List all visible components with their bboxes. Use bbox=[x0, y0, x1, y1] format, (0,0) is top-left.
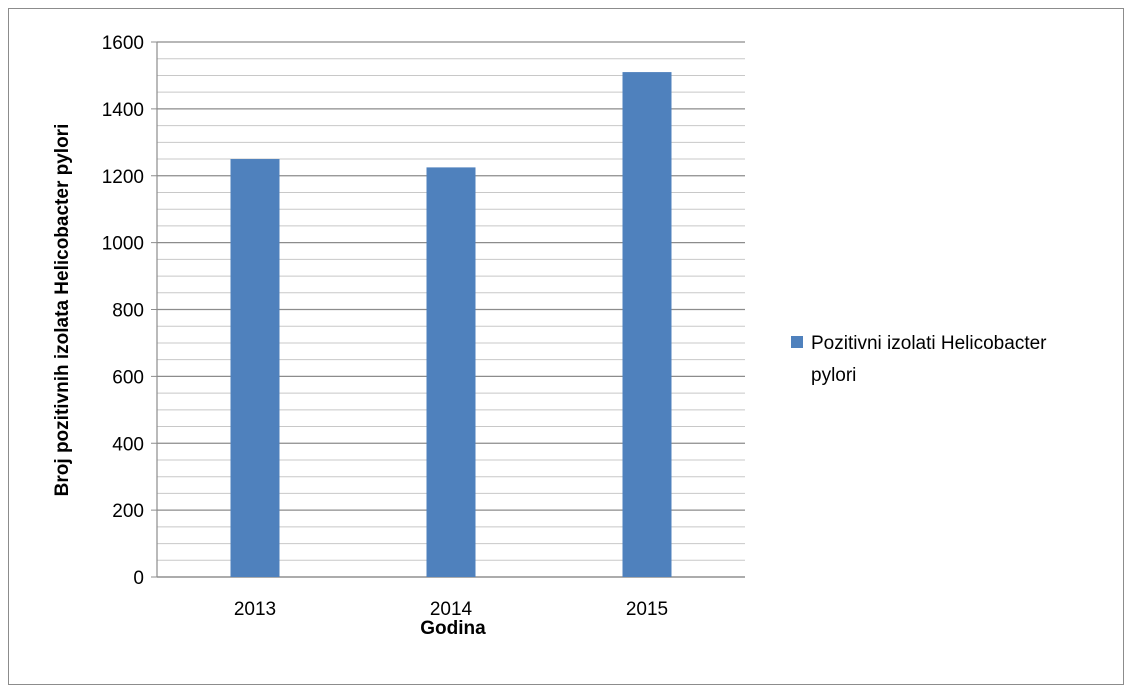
y-axis-title: Broj pozitivnih izolata Helicobacter pyl… bbox=[52, 124, 73, 497]
bar-2015 bbox=[622, 72, 672, 577]
bar-2014 bbox=[426, 167, 476, 577]
x-axis-title: Godina bbox=[420, 618, 486, 639]
x-tick-label: 2014 bbox=[430, 599, 473, 620]
legend-label-line-1: Pozitivni izolati Helicobacter bbox=[811, 333, 1047, 354]
legend: Pozitivni izolati Helicobacter pylori bbox=[791, 333, 1047, 386]
y-tick-label: 200 bbox=[112, 501, 144, 522]
x-tick-label: 2015 bbox=[626, 599, 668, 620]
y-tick-label: 1000 bbox=[102, 234, 144, 255]
x-tick-label: 2013 bbox=[234, 599, 276, 620]
legend-label-line-2: pylori bbox=[811, 365, 856, 386]
x-tick-labels: 2013 2014 2015 bbox=[234, 599, 668, 620]
y-tick-label: 600 bbox=[112, 367, 144, 388]
y-tick-label: 1400 bbox=[102, 100, 144, 121]
bar-2013 bbox=[230, 159, 280, 577]
y-tick-label: 0 bbox=[133, 568, 144, 589]
legend-swatch bbox=[791, 336, 803, 348]
y-tick-label: 1200 bbox=[102, 167, 144, 188]
bar-layer bbox=[230, 72, 672, 577]
y-tick-label: 400 bbox=[112, 434, 144, 455]
y-tick-label: 1600 bbox=[102, 33, 144, 54]
y-tick-label: 800 bbox=[112, 301, 144, 322]
chart-frame bbox=[8, 8, 1124, 685]
y-tick-labels: 0 200 400 600 800 1000 1200 1400 1600 bbox=[102, 33, 144, 589]
